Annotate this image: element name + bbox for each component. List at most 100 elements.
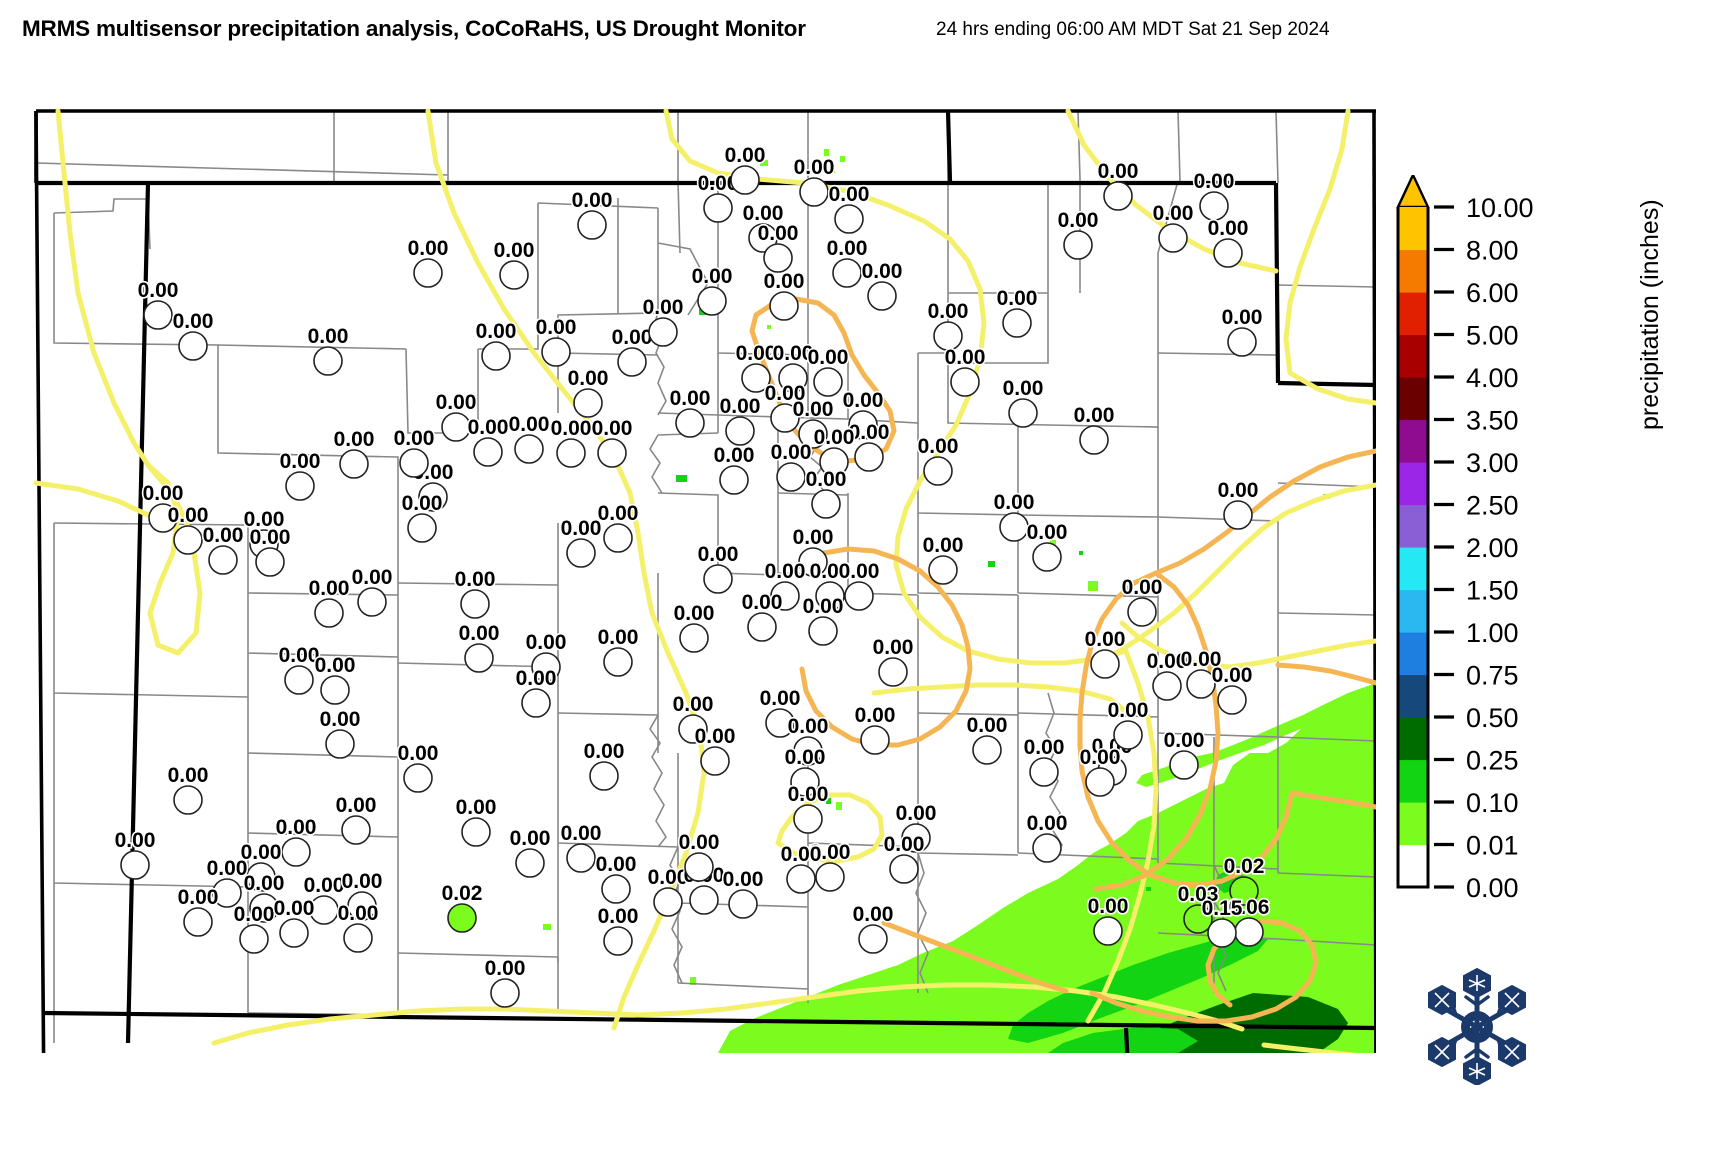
station-circle[interactable]: [148, 503, 178, 533]
station-circle[interactable]: [834, 204, 864, 234]
station-circle[interactable]: [748, 223, 778, 253]
station-marker[interactable]: 0.00: [596, 500, 640, 553]
station-marker[interactable]: 0.00: [454, 794, 498, 847]
station-circle[interactable]: [763, 243, 793, 273]
station-marker[interactable]: 0.00: [483, 955, 527, 1008]
station-circle[interactable]: [447, 903, 477, 933]
station-marker[interactable]: 0.00: [166, 762, 210, 815]
station-circle[interactable]: [418, 482, 448, 512]
station-marker[interactable]: 0.00: [808, 558, 852, 611]
station-circle[interactable]: [770, 403, 800, 433]
station-circle[interactable]: [1213, 238, 1243, 268]
station-circle[interactable]: [597, 438, 627, 468]
station-circle[interactable]: [1217, 685, 1247, 715]
station-circle[interactable]: [1169, 750, 1199, 780]
station-circle[interactable]: [1229, 876, 1259, 906]
station-marker[interactable]: 0.00: [741, 200, 785, 253]
station-circle[interactable]: [120, 850, 150, 880]
station-circle[interactable]: [173, 785, 203, 815]
station-marker[interactable]: 0.00: [1192, 168, 1236, 221]
station-marker[interactable]: 0.00: [1022, 734, 1066, 787]
station-marker[interactable]: 0.00: [718, 393, 762, 446]
station-marker[interactable]: 0.00: [334, 792, 378, 845]
station-circle[interactable]: [473, 437, 503, 467]
station-circle[interactable]: [901, 823, 931, 853]
station-circle[interactable]: [790, 767, 820, 797]
station-circle[interactable]: [689, 885, 719, 915]
station-marker[interactable]: 0.00: [176, 884, 220, 937]
station-marker[interactable]: 0.00: [721, 866, 765, 919]
station-marker[interactable]: 0.00: [641, 294, 685, 347]
station-circle[interactable]: [1186, 669, 1216, 699]
station-circle[interactable]: [347, 891, 377, 921]
station-marker[interactable]: 0.00: [278, 448, 322, 501]
station-marker[interactable]: 0.00: [992, 489, 1036, 542]
station-marker[interactable]: 0.00: [762, 268, 806, 321]
station-circle[interactable]: [1113, 720, 1143, 750]
station-circle[interactable]: [521, 688, 551, 718]
station-circle[interactable]: [679, 623, 709, 653]
station-marker[interactable]: 0.00: [804, 466, 848, 519]
station-marker[interactable]: 0.00: [763, 380, 807, 433]
station-circle[interactable]: [343, 923, 373, 953]
station-marker[interactable]: 0.00: [248, 524, 292, 577]
station-marker[interactable]: 0.00: [306, 323, 350, 376]
station-circle[interactable]: [541, 337, 571, 367]
station-circle[interactable]: [1079, 425, 1109, 455]
station-circle[interactable]: [314, 598, 344, 628]
station-circle[interactable]: [776, 462, 806, 492]
station-marker[interactable]: 0.00: [307, 575, 351, 628]
station-marker[interactable]: 0.00: [696, 170, 740, 223]
station-marker[interactable]: 0.00: [610, 324, 654, 377]
station-circle[interactable]: [313, 346, 343, 376]
station-circle[interactable]: [173, 525, 203, 555]
station-marker[interactable]: 0.00: [340, 868, 384, 921]
station-marker[interactable]: 0.00: [1145, 648, 1189, 701]
station-circle[interactable]: [815, 581, 845, 611]
station-marker[interactable]: 0.00: [1025, 810, 1069, 863]
station-circle[interactable]: [212, 878, 242, 908]
station-circle[interactable]: [923, 456, 953, 486]
station-circle[interactable]: [407, 513, 437, 543]
station-marker[interactable]: 0.00: [1001, 375, 1045, 428]
station-marker[interactable]: 0.00: [791, 524, 835, 577]
station-circle[interactable]: [860, 725, 890, 755]
station-circle[interactable]: [684, 852, 714, 882]
station-circle[interactable]: [728, 889, 758, 919]
station-circle[interactable]: [889, 854, 919, 884]
station-circle[interactable]: [798, 419, 828, 449]
station-circle[interactable]: [1032, 542, 1062, 572]
station-circle[interactable]: [279, 918, 309, 948]
station-marker[interactable]: 0.00: [596, 624, 640, 677]
station-circle[interactable]: [730, 165, 760, 195]
station-marker[interactable]: 0.00: [582, 738, 626, 791]
station-marker[interactable]: 0.00: [801, 593, 845, 646]
station-circle[interactable]: [933, 321, 963, 351]
station-circle[interactable]: [309, 895, 339, 925]
station-circle[interactable]: [703, 564, 733, 594]
station-marker[interactable]: 0.00: [841, 387, 885, 440]
station-marker[interactable]: 0.00: [851, 901, 895, 954]
station-marker[interactable]: 0.00: [1151, 200, 1195, 253]
precipitation-map[interactable]: 0.00 0.00 0.00 0.00 0.00 0.00 0.00 0.00 0.00 0.00…: [18, 53, 1376, 1053]
station-circle[interactable]: [811, 489, 841, 519]
station-circle[interactable]: [178, 331, 208, 361]
station-marker[interactable]: 0.00: [671, 691, 715, 744]
station-marker[interactable]: 0.00: [272, 895, 316, 948]
station-circle[interactable]: [950, 367, 980, 397]
station-circle[interactable]: [786, 864, 816, 894]
station-marker[interactable]: 0.00: [507, 411, 551, 464]
station-circle[interactable]: [697, 286, 727, 316]
station-marker[interactable]: 0.00: [995, 285, 1039, 338]
station-marker[interactable]: 0.00: [825, 235, 869, 288]
station-circle[interactable]: [284, 665, 314, 695]
station-marker[interactable]: 0.00: [677, 829, 721, 882]
station-marker[interactable]: 0.00: [779, 841, 823, 894]
station-circle[interactable]: [341, 815, 371, 845]
station-circle[interactable]: [1008, 398, 1038, 428]
station-circle[interactable]: [566, 538, 596, 568]
station-marker[interactable]: 0.00: [837, 558, 881, 611]
station-circle[interactable]: [858, 924, 888, 954]
station-marker[interactable]: 0.00: [853, 702, 897, 755]
station-circle[interactable]: [464, 643, 494, 673]
